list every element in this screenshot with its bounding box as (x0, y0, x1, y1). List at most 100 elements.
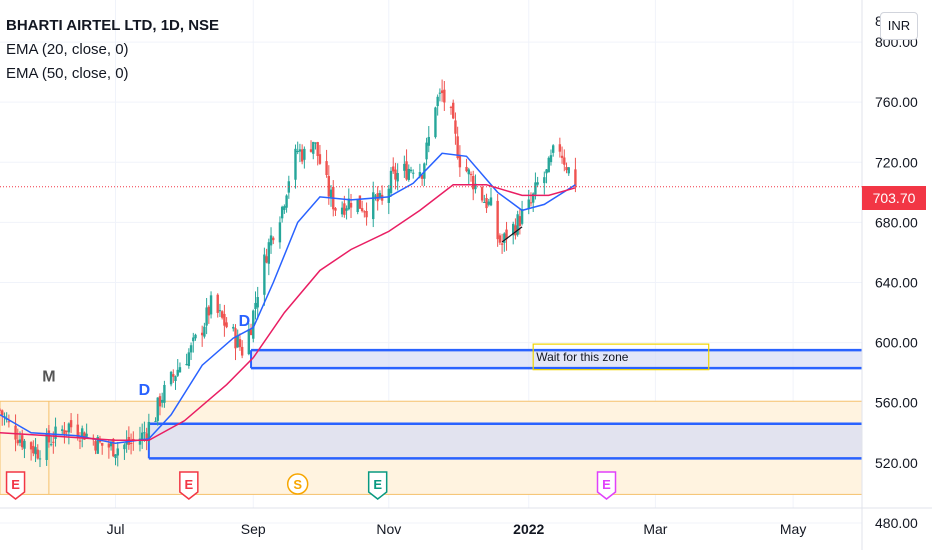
badge-label: S (293, 477, 302, 492)
candle-body (294, 149, 296, 180)
candle-body (396, 173, 398, 181)
candle-body (483, 202, 485, 203)
candle-body (548, 158, 550, 172)
candle-body (299, 149, 301, 151)
candle-body (17, 440, 19, 443)
candle-body (403, 164, 405, 171)
candle-body (279, 222, 281, 242)
candle-body (123, 445, 125, 450)
candle-body (536, 182, 538, 184)
candle-body (70, 420, 72, 427)
price-tick-label: 720.00 (875, 154, 918, 170)
candle-body (450, 107, 452, 108)
candle-body (325, 161, 327, 175)
pattern-marker: D (139, 382, 151, 399)
candle-body (225, 322, 227, 327)
chart-legend: BHARTI AIRTEL LTD, 1D, NSE EMA (20, clos… (6, 14, 219, 86)
ema20-legend[interactable]: EMA (20, close, 0) (6, 38, 219, 62)
candle-body (428, 137, 430, 146)
price-tick-label: 760.00 (875, 94, 918, 110)
candle-body (545, 169, 547, 173)
candle-body (170, 372, 172, 384)
candle-body (561, 156, 563, 158)
candle-body (574, 169, 576, 186)
pattern-marker: M (42, 369, 55, 386)
time-tick-label: May (780, 521, 806, 537)
candle-body (516, 214, 518, 235)
candle-body (394, 170, 396, 180)
candle-body (465, 167, 467, 171)
candle-body (359, 196, 361, 209)
candle-body (237, 336, 239, 347)
candle-body (436, 97, 438, 106)
badge-label: E (373, 477, 382, 492)
candle-body (568, 167, 570, 173)
candle-body (470, 174, 472, 175)
price-tick-label: 520.00 (875, 455, 918, 471)
candle-body (468, 169, 470, 174)
candle-body (350, 203, 352, 208)
candle-body (485, 198, 487, 208)
candle-body (412, 173, 414, 174)
candle-body (365, 211, 367, 217)
candle-body (270, 235, 272, 245)
candle-body (265, 256, 267, 262)
candle-body (232, 327, 234, 329)
candle-body (163, 385, 165, 403)
candle-body (297, 151, 299, 152)
candle-body (441, 90, 443, 93)
candle-body (203, 327, 205, 337)
candle-body (356, 200, 358, 212)
candle-body (185, 364, 187, 365)
candle-body (390, 171, 392, 193)
ema50-legend[interactable]: EMA (50, close, 0) (6, 62, 219, 86)
candle-body (563, 158, 565, 165)
candle-body (319, 154, 321, 164)
badge-label: E (602, 477, 611, 492)
candle-body (334, 208, 336, 211)
candle-body (301, 149, 303, 161)
time-tick-label: Mar (643, 521, 667, 537)
candle-body (530, 202, 532, 203)
candle-body (210, 295, 212, 314)
candle-body (192, 337, 194, 341)
zone-fill (149, 424, 862, 459)
price-tick-label: 480.00 (875, 515, 918, 531)
candle-body (14, 426, 16, 440)
badge-label: E (11, 477, 20, 492)
candle-body (177, 370, 179, 376)
candle-body (179, 367, 181, 372)
candle-body (499, 235, 501, 242)
candle-body (30, 442, 32, 449)
candle-body (108, 444, 110, 448)
candle-body (112, 439, 114, 456)
candle-body (443, 90, 445, 103)
candle-body (534, 182, 536, 194)
candle-body (345, 208, 347, 210)
candle-body (45, 434, 47, 460)
candle-body (248, 329, 250, 354)
drawing-marks[interactable]: M D D (42, 227, 522, 399)
candle-body (21, 435, 23, 447)
candle-body (205, 307, 207, 325)
symbol-title[interactable]: BHARTI AIRTEL LTD, 1D, NSE (6, 14, 219, 38)
candle-body (1, 410, 3, 415)
candle-body (303, 149, 305, 160)
candle-body (94, 441, 96, 450)
candle-body (159, 396, 161, 406)
candle-body (68, 423, 70, 432)
candle-body (117, 448, 119, 455)
currency-button[interactable]: INR (880, 12, 918, 40)
badge-label: E (185, 477, 194, 492)
candle-body (34, 447, 36, 454)
candle-body (405, 161, 407, 179)
candle-body (241, 347, 243, 356)
candle-body (19, 439, 21, 442)
price-tick-label: 640.00 (875, 275, 918, 291)
candle-body (145, 433, 147, 438)
candle-body (552, 145, 554, 153)
candle-body (250, 329, 252, 335)
candle-body (143, 432, 145, 433)
candle-body (410, 170, 412, 171)
candle-body (0, 410, 1, 411)
